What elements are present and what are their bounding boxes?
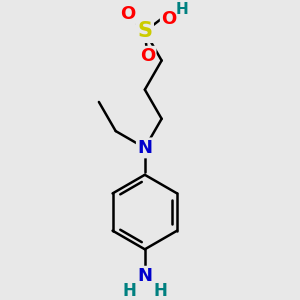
Text: N: N (137, 267, 152, 285)
Text: N: N (137, 139, 152, 157)
Text: O: O (120, 5, 135, 23)
Text: O: O (161, 10, 176, 28)
Text: S: S (137, 21, 152, 41)
Text: H: H (153, 282, 167, 300)
Text: H: H (122, 282, 136, 300)
Text: O: O (140, 47, 155, 65)
Text: H: H (176, 2, 188, 17)
